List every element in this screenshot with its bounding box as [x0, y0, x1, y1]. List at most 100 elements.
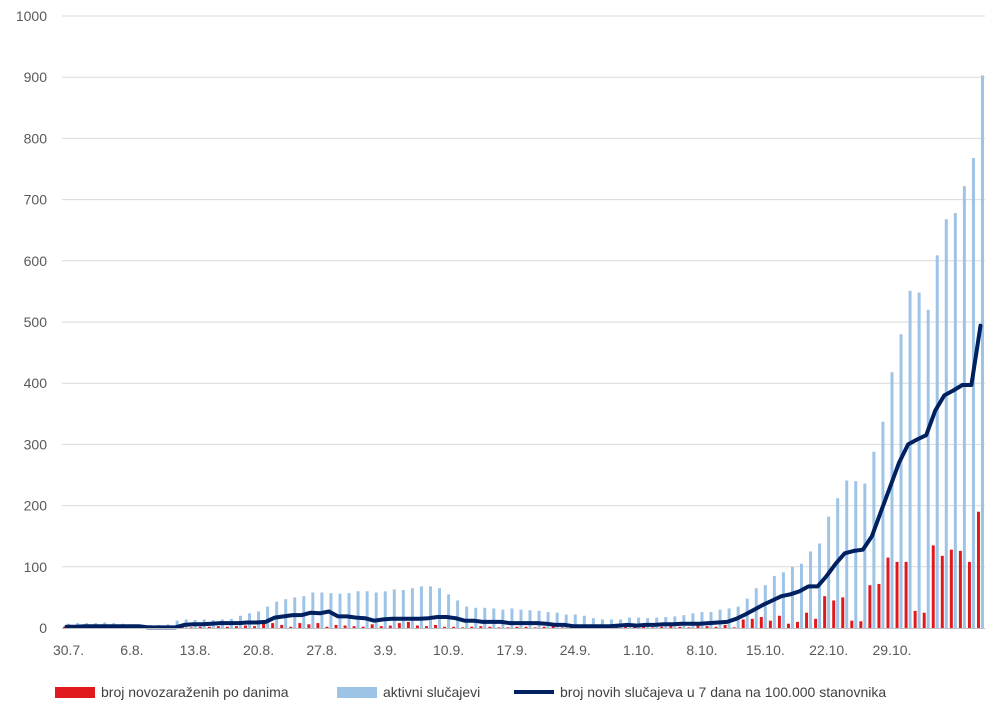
y-tick-label: 200	[24, 498, 48, 514]
bar-new-cases	[877, 583, 881, 628]
x-tick-label: 10.9.	[433, 642, 464, 658]
bar-new-cases	[506, 627, 510, 628]
bar-new-cases	[796, 621, 799, 628]
bar-active-cases	[682, 615, 686, 628]
legend: broj novozaraženih po danima aktivni slu…	[0, 680, 1000, 704]
bar-new-cases	[560, 627, 564, 628]
x-tick-label: 1.10.	[623, 642, 654, 658]
bar-active-cases	[781, 572, 785, 628]
bar-new-cases	[461, 627, 465, 628]
line-series-incidence	[64, 323, 983, 630]
active-cases-bars	[67, 75, 984, 629]
bar-active-cases	[926, 309, 930, 628]
y-tick-label: 700	[24, 192, 48, 208]
bar-active-cases	[709, 612, 713, 628]
y-tick-label: 500	[24, 314, 48, 330]
bar-new-cases	[244, 625, 248, 628]
bar-new-cases	[660, 626, 664, 628]
x-tick-label: 22.10.	[809, 642, 848, 658]
bar-active-cases	[564, 614, 568, 628]
bar-active-cases	[501, 609, 505, 628]
bar-active-cases	[691, 613, 695, 628]
bar-new-cases	[533, 627, 537, 628]
bar-new-cases	[949, 549, 953, 628]
bar-new-cases	[696, 625, 700, 628]
x-tick-label: 24.9.	[560, 642, 591, 658]
bar-new-cases	[370, 624, 374, 628]
bar-new-cases	[542, 626, 546, 628]
bar-new-cases	[741, 619, 745, 628]
bar-active-cases	[908, 290, 912, 628]
bar-new-cases	[397, 623, 401, 628]
bar-new-cases	[759, 616, 763, 628]
x-tick-label: 3.9.	[374, 642, 397, 658]
bar-active-cases	[419, 586, 423, 628]
bar-active-cases	[266, 606, 270, 628]
bar-active-cases	[365, 591, 369, 628]
bar-new-cases	[678, 626, 682, 628]
y-tick-label: 800	[24, 130, 48, 146]
bar-new-cases	[859, 621, 863, 628]
x-tick-label: 27.8.	[306, 642, 337, 658]
bar-active-cases	[854, 481, 858, 628]
legend-label-new-cases: broj novozaraženih po danima	[101, 684, 289, 700]
bar-active-cases	[284, 599, 288, 628]
bar-new-cases	[777, 615, 781, 628]
bar-active-cases	[483, 607, 487, 628]
y-axis-ticks: 0 100 200 300 400 500 600 700 800 900 1000	[16, 8, 47, 636]
bar-new-cases	[768, 620, 772, 628]
bar-active-cases	[863, 483, 867, 628]
bar-active-cases	[971, 157, 975, 628]
legend-item-incidence: broj novih slučajeva u 7 dana na 100.000…	[514, 683, 886, 701]
bar-new-cases	[895, 561, 899, 628]
bar-active-cases	[338, 593, 342, 628]
bar-active-cases	[302, 596, 306, 628]
bar-new-cases	[913, 610, 917, 628]
incidence-line	[64, 323, 983, 630]
bar-new-cases	[669, 626, 673, 628]
bar-new-cases	[63, 626, 67, 628]
bar-new-cases	[723, 624, 727, 628]
bar-new-cases	[434, 624, 438, 628]
bar-active-cases	[609, 619, 613, 628]
bar-new-cases	[216, 626, 220, 628]
bar-new-cases	[515, 626, 519, 628]
bar-new-cases	[551, 626, 555, 628]
legend-swatch-red	[55, 686, 95, 698]
bar-active-cases	[953, 213, 957, 628]
new-cases-bars	[63, 511, 980, 628]
bar-new-cases	[868, 585, 872, 628]
bar-active-cases	[600, 619, 604, 628]
legend-item-new-cases: broj novozaraženih po danima	[55, 683, 289, 701]
bar-new-cases	[234, 626, 238, 628]
bar-new-cases	[850, 620, 854, 628]
bar-new-cases	[814, 618, 818, 628]
bar-new-cases	[280, 624, 284, 628]
x-tick-label: 17.9.	[496, 642, 527, 658]
y-tick-label: 600	[24, 253, 48, 269]
y-tick-label: 0	[39, 620, 47, 636]
y-tick-label: 900	[24, 69, 48, 85]
bar-new-cases	[334, 624, 338, 628]
bar-new-cases	[714, 626, 718, 628]
bar-active-cases	[374, 592, 378, 628]
y-tick-label: 400	[24, 375, 48, 391]
bar-active-cases	[727, 608, 731, 628]
bar-new-cases	[786, 623, 790, 628]
bar-active-cases	[410, 588, 414, 628]
bar-new-cases	[307, 624, 311, 628]
bar-active-cases	[555, 612, 559, 628]
bar-active-cases	[628, 617, 632, 628]
bar-new-cases	[732, 627, 736, 628]
bar-new-cases	[805, 612, 809, 628]
bar-active-cases	[383, 591, 387, 628]
bar-new-cases	[298, 623, 302, 628]
legend-swatch-lightblue	[337, 686, 377, 698]
bar-active-cases	[293, 597, 297, 628]
bar-active-cases	[456, 600, 460, 628]
bar-active-cases	[528, 610, 532, 628]
bar-new-cases	[904, 561, 908, 628]
bar-active-cases	[573, 614, 577, 628]
bar-new-cases	[922, 612, 926, 628]
x-tick-label: 6.8.	[120, 642, 143, 658]
